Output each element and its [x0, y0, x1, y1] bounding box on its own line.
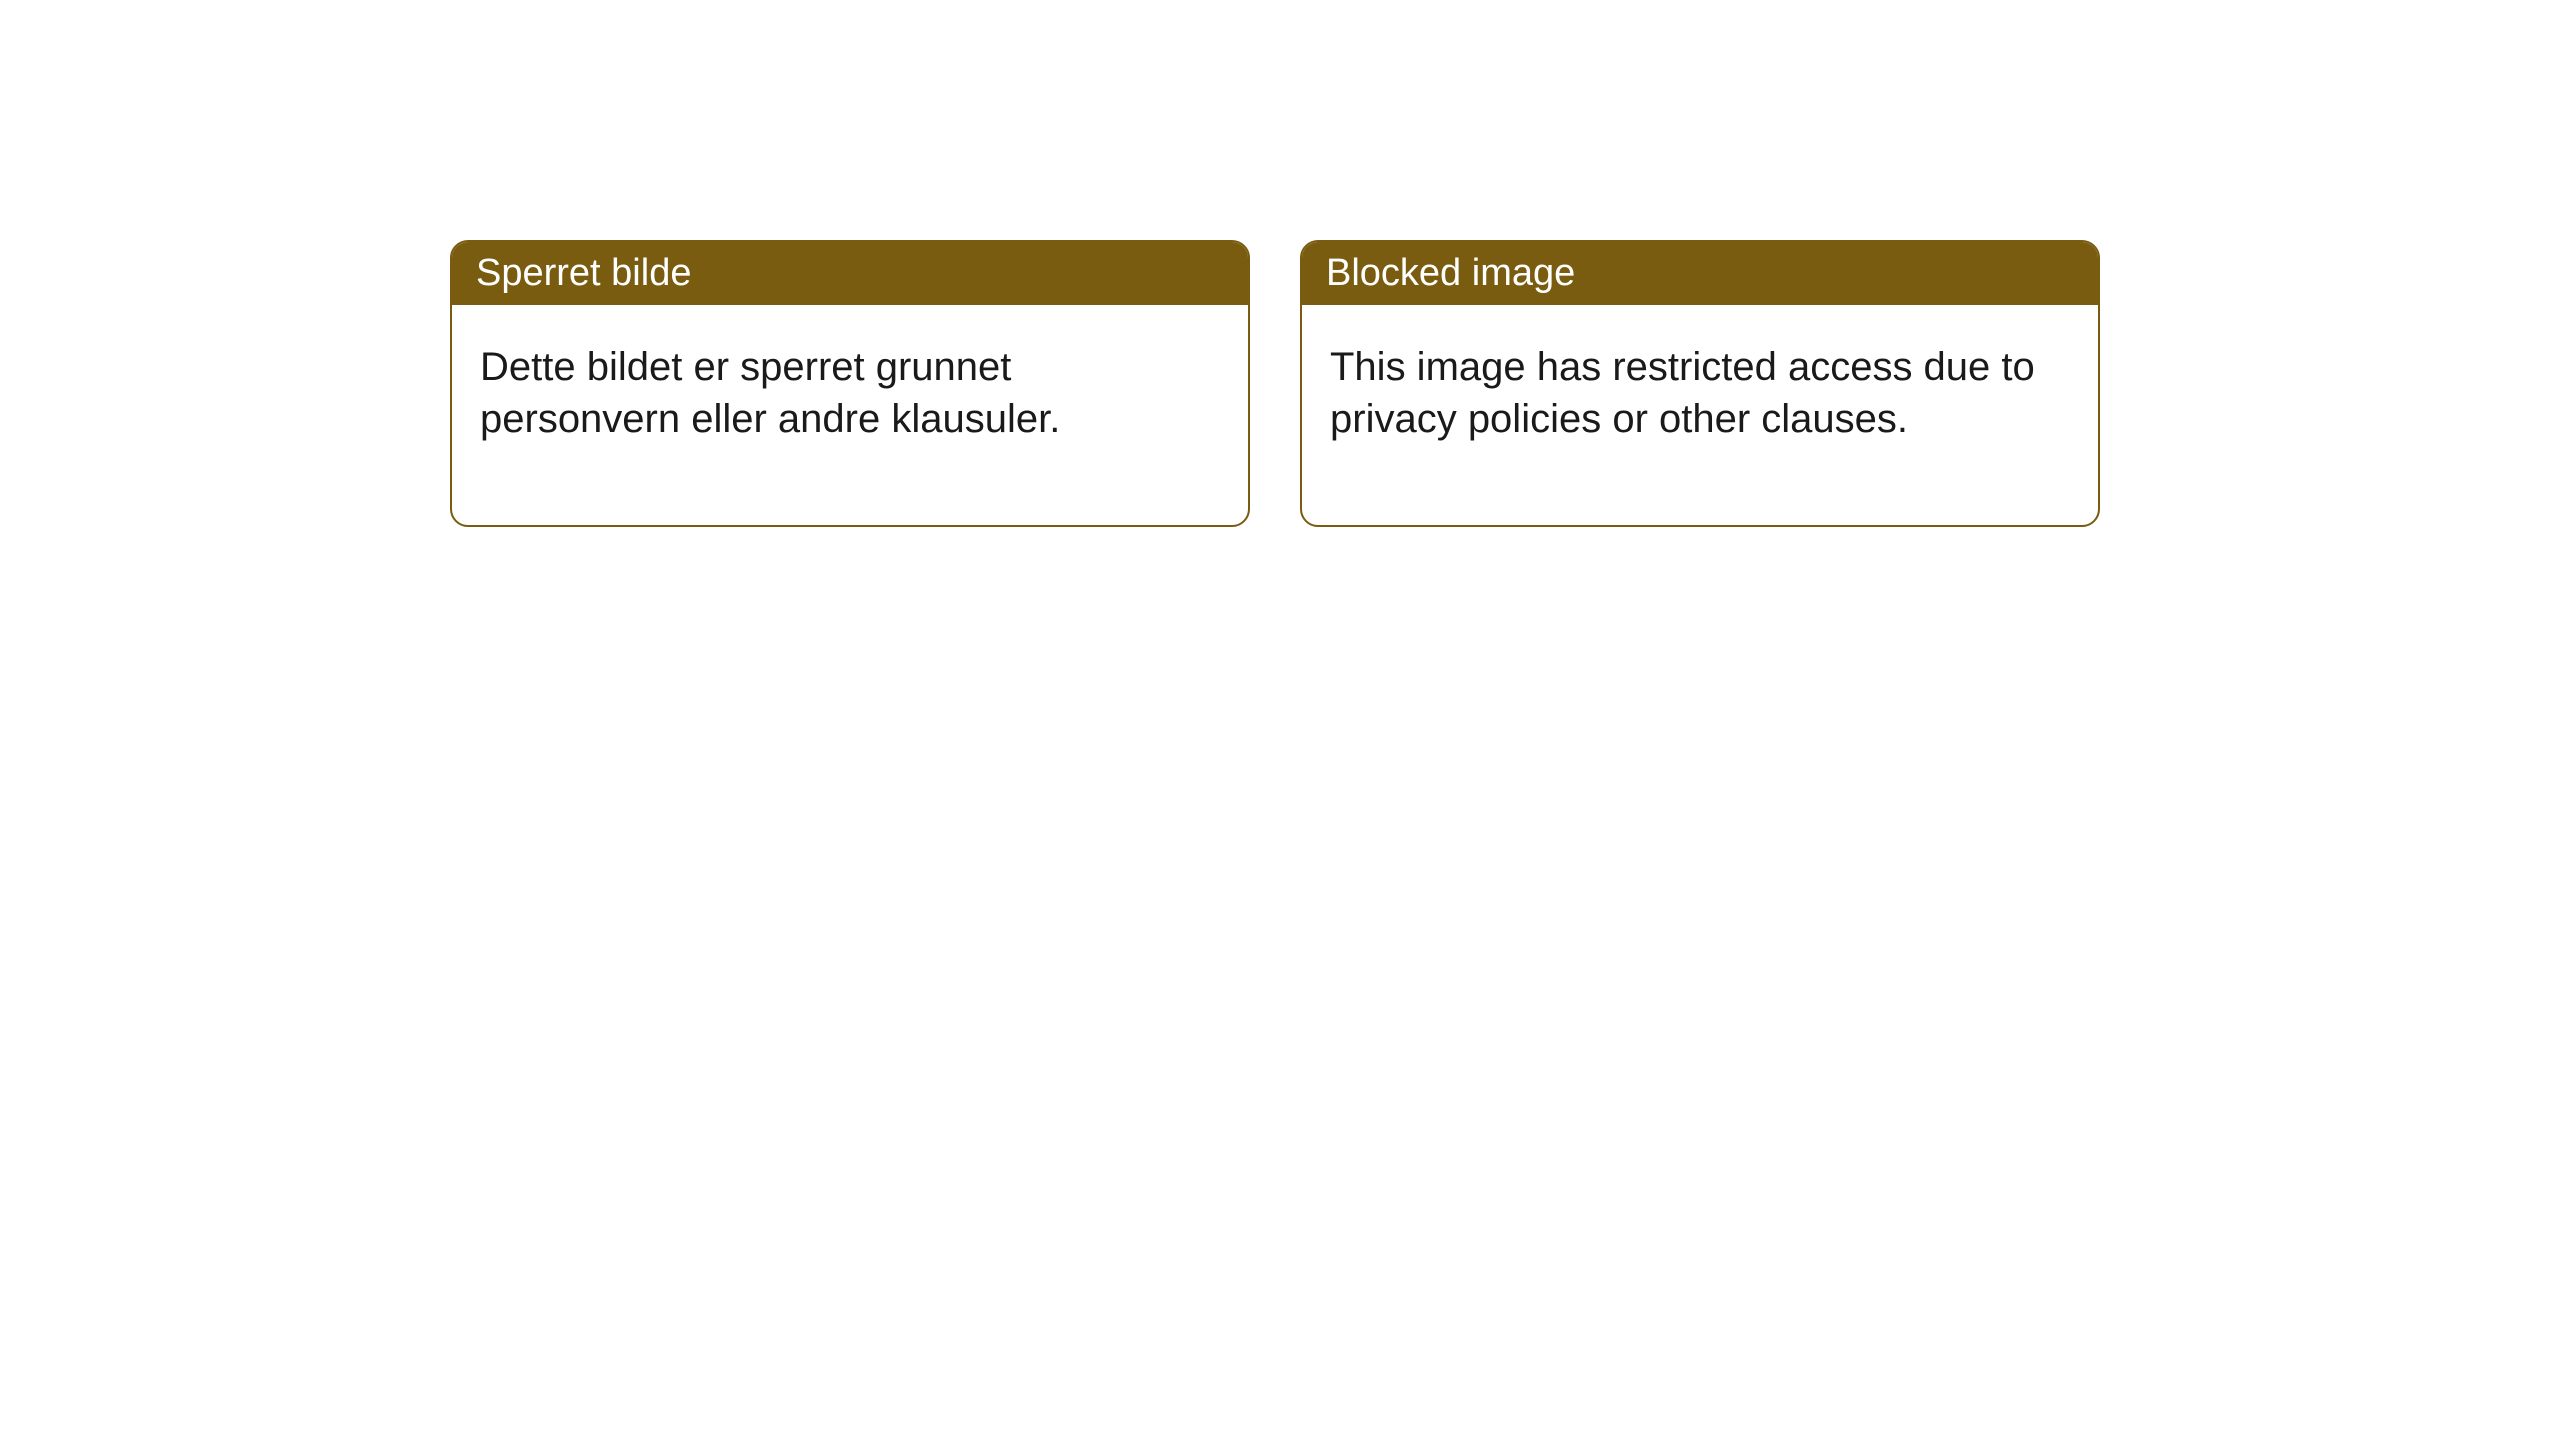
notice-body-norwegian: Dette bildet er sperret grunnet personve… [452, 305, 1248, 525]
notice-box-english: Blocked image This image has restricted … [1300, 240, 2100, 527]
notice-title-norwegian: Sperret bilde [476, 252, 691, 294]
notice-header-norwegian: Sperret bilde [452, 242, 1248, 305]
notice-text-english: This image has restricted access due to … [1330, 345, 2035, 441]
notice-box-norwegian: Sperret bilde Dette bildet er sperret gr… [450, 240, 1250, 527]
notice-container: Sperret bilde Dette bildet er sperret gr… [450, 240, 2100, 527]
notice-text-norwegian: Dette bildet er sperret grunnet personve… [480, 345, 1060, 441]
notice-header-english: Blocked image [1302, 242, 2098, 305]
notice-body-english: This image has restricted access due to … [1302, 305, 2098, 525]
notice-title-english: Blocked image [1326, 252, 1575, 294]
